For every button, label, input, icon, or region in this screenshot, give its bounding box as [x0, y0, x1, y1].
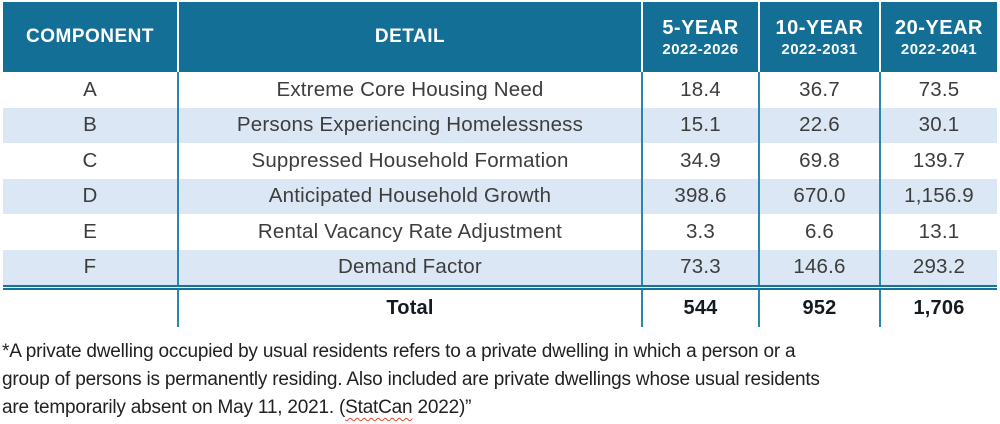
period-label: 10-YEAR [775, 16, 864, 39]
table-header-row: COMPONENT DETAIL 5-YEAR 2022-2026 10-YEA… [3, 2, 997, 72]
value-20yr-cell: 139.7 [879, 143, 997, 179]
value-10yr-cell: 146.6 [758, 249, 879, 285]
detail-cell: Anticipated Household Growth [177, 178, 641, 214]
value-20yr-cell: 293.2 [879, 249, 997, 285]
value-5yr-cell: 73.3 [641, 249, 758, 285]
table-total-row: Total 544 952 1,706 [3, 290, 997, 327]
value-5yr-cell: 3.3 [641, 214, 758, 250]
value-20yr-cell: 13.1 [879, 214, 997, 250]
total-20yr-cell: 1,706 [879, 290, 997, 327]
table-row-c: C Suppressed Household Formation 34.9 69… [3, 143, 997, 179]
value-20yr-cell: 73.5 [879, 72, 997, 108]
period-range: 2022-2026 [662, 40, 739, 58]
statcan-citation: StatCan [345, 397, 413, 418]
detail-cell: Rental Vacancy Rate Adjustment [177, 214, 641, 250]
total-5yr-cell: 544 [641, 290, 758, 327]
footnote: *A private dwelling occupied by usual re… [2, 338, 1000, 422]
period-range: 2022-2031 [781, 40, 858, 58]
header-cell-10-year: 10-YEAR 2022-2031 [758, 2, 879, 72]
component-cell: E [83, 219, 97, 243]
component-cell: C [82, 148, 98, 172]
footnote-line-3-post: 2022)” [412, 397, 472, 418]
value-10yr-cell: 22.6 [758, 107, 879, 143]
period-label: 5-YEAR [662, 16, 739, 39]
table-row-a: A Extreme Core Housing Need 18.4 36.7 73… [3, 72, 997, 108]
value-10yr-cell: 6.6 [758, 214, 879, 250]
footnote-line-2: group of persons is permanently residing… [2, 369, 820, 390]
value-20yr-cell: 30.1 [879, 107, 997, 143]
header-cell-5-year: 5-YEAR 2022-2026 [641, 2, 758, 72]
header-cell-component: COMPONENT [26, 26, 154, 47]
value-5yr-cell: 18.4 [641, 72, 758, 108]
detail-cell: Persons Experiencing Homelessness [177, 107, 641, 143]
value-10yr-cell: 69.8 [758, 143, 879, 179]
component-cell: F [83, 255, 97, 279]
double-rule-separator [3, 285, 997, 290]
total-empty-cell [3, 290, 177, 327]
detail-cell: Suppressed Household Formation [177, 143, 641, 179]
value-10yr-cell: 36.7 [758, 72, 879, 108]
header-cell-20-year: 20-YEAR 2022-2041 [879, 2, 997, 72]
housing-need-table: COMPONENT DETAIL 5-YEAR 2022-2026 10-YEA… [3, 2, 997, 327]
total-label-cell: Total [177, 290, 641, 327]
footnote-line-3-pre: are temporarily absent on May 11, 2021. … [2, 397, 346, 418]
component-cell: B [83, 113, 97, 137]
table-row-b: B Persons Experiencing Homelessness 15.1… [3, 107, 997, 143]
value-5yr-cell: 398.6 [641, 178, 758, 214]
total-10yr-cell: 952 [758, 290, 879, 327]
detail-cell: Demand Factor [177, 249, 641, 285]
component-cell: D [82, 184, 98, 208]
table-row-f: F Demand Factor 73.3 146.6 293.2 [3, 249, 997, 285]
header-cell-detail: DETAIL [177, 2, 641, 72]
table-row-d: D Anticipated Household Growth 398.6 670… [3, 178, 997, 214]
value-5yr-cell: 15.1 [641, 107, 758, 143]
value-20yr-cell: 1,156.9 [879, 178, 997, 214]
period-range: 2022-2041 [900, 40, 978, 58]
value-5yr-cell: 34.9 [641, 143, 758, 179]
footnote-line-3: are temporarily absent on May 11, 2021. … [2, 394, 1000, 422]
footnote-line-1: *A private dwelling occupied by usual re… [2, 341, 796, 362]
period-label: 20-YEAR [895, 16, 983, 39]
table-row-e: E Rental Vacancy Rate Adjustment 3.3 6.6… [3, 214, 997, 250]
value-10yr-cell: 670.0 [758, 178, 879, 214]
detail-cell: Extreme Core Housing Need [177, 72, 641, 108]
component-cell: A [83, 77, 97, 101]
